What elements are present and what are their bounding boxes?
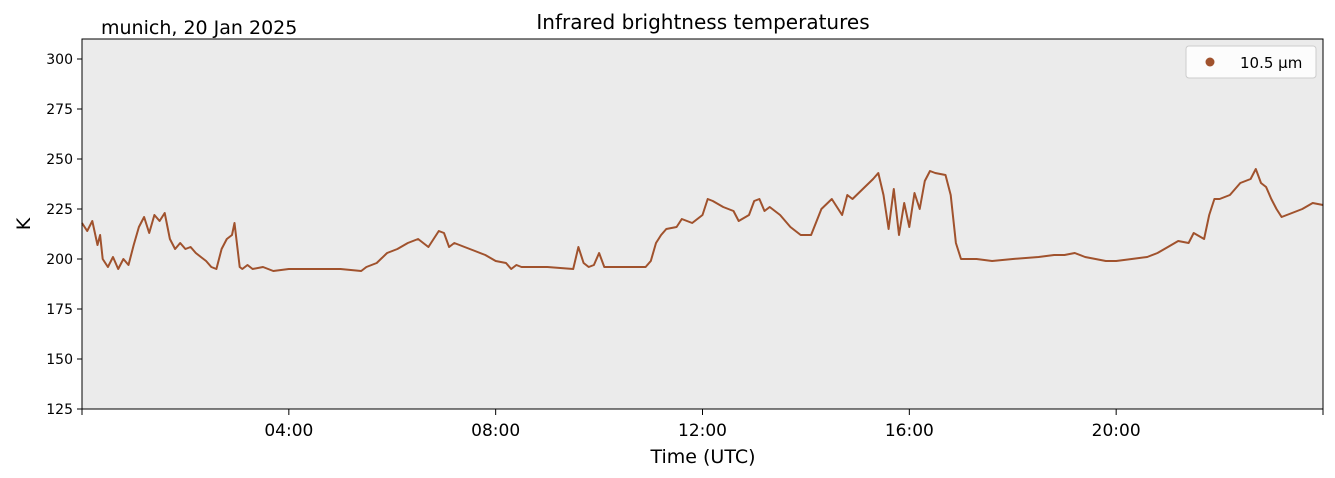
x-tick-label: 08:00 xyxy=(471,421,520,441)
series-line xyxy=(81,168,1324,272)
x-tick-label: 20:00 xyxy=(1092,421,1141,441)
series-layer xyxy=(81,168,1324,272)
y-tick-label: 250 xyxy=(46,152,73,168)
y-tick-label: 175 xyxy=(46,302,73,318)
legend-label: 10.5 µm xyxy=(1240,54,1302,72)
chart-title: Infrared brightness temperatures xyxy=(536,10,869,34)
y-axis-ticks: 125 150 175 200 225 250 275 300 xyxy=(46,52,82,418)
y-tick-label: 225 xyxy=(46,202,73,218)
chart-subtitle: munich, 20 Jan 2025 xyxy=(101,17,297,39)
x-tick-label: 12:00 xyxy=(678,421,727,441)
x-axis-ticks: 04:00 08:00 12:00 16:00 20:00 xyxy=(81,409,1324,441)
legend-marker xyxy=(1205,57,1215,67)
y-axis-label: K xyxy=(13,217,35,230)
y-tick-label: 150 xyxy=(46,352,73,368)
x-axis-label: Time (UTC) xyxy=(649,446,755,468)
y-tick-label: 125 xyxy=(46,402,73,418)
y-tick-label: 200 xyxy=(46,252,73,268)
legend: 10.5 µm xyxy=(1185,45,1317,79)
y-tick-label: 275 xyxy=(46,102,73,118)
x-tick-label: 04:00 xyxy=(264,421,313,441)
plot-background xyxy=(82,39,1323,409)
y-tick-label: 300 xyxy=(46,52,73,68)
x-tick-label: 16:00 xyxy=(885,421,934,441)
legend-box xyxy=(1185,45,1317,79)
